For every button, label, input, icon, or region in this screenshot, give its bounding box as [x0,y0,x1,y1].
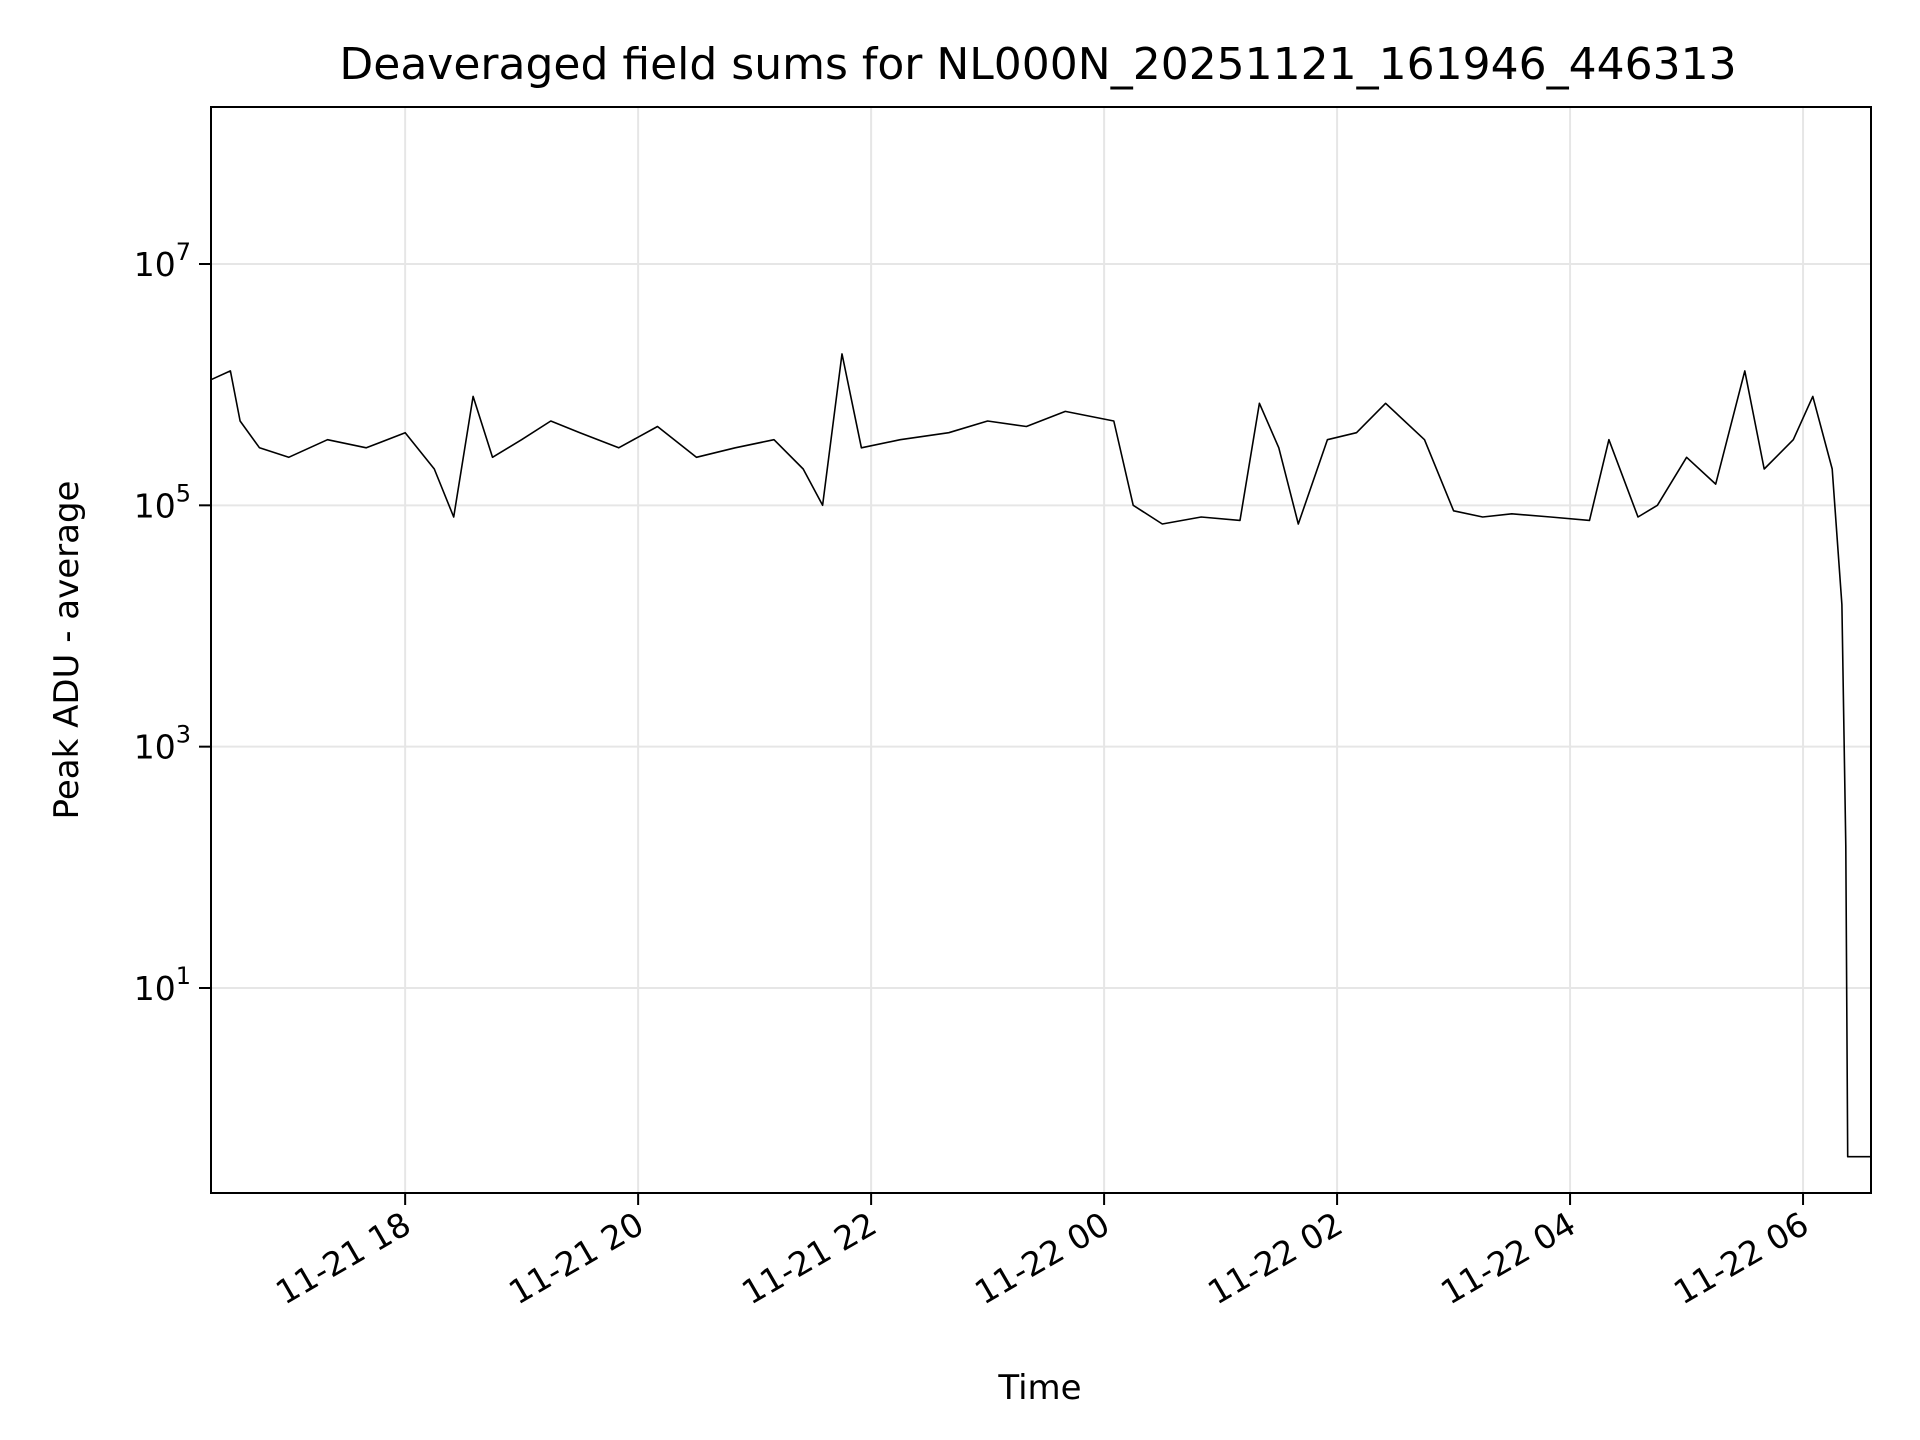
x-axis-label: Time [997,1368,1081,1408]
y-tick-base: 10 [134,245,176,284]
y-tick-exponent: 5 [176,479,191,507]
series-line-0 [211,353,1871,1158]
grid [211,107,1871,1193]
y-tick-label: 101 [134,962,191,1008]
chart-title: Deaveraged field sums for NL000N_2025112… [339,39,1736,90]
y-axis-label: Peak ADU - average [47,481,87,820]
plot-frame [210,106,1872,1194]
y-tick-base: 10 [134,728,176,767]
y-tick-base: 10 [134,969,176,1008]
y-tick-base: 10 [134,486,176,525]
series-group [211,353,1871,1158]
y-tick-exponent: 7 [176,238,191,266]
y-tick-label: 103 [134,721,191,767]
y-tick-label: 105 [134,479,191,525]
y-tick-exponent: 3 [176,721,191,749]
y-tick-exponent: 1 [176,962,191,990]
y-tick-label: 107 [134,238,191,284]
